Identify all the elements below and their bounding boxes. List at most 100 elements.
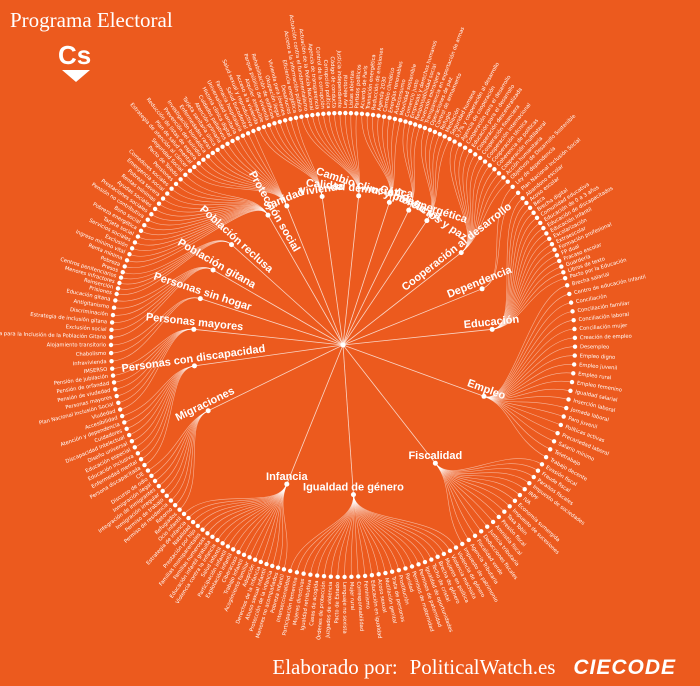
category-link (342, 344, 436, 464)
leaf-label: Empleo rural (578, 371, 612, 381)
leaf-link (353, 494, 438, 557)
leaf-link (435, 463, 463, 545)
category-label: Infancia (266, 471, 308, 483)
leaf-node (555, 430, 560, 436)
leaf-node (288, 116, 293, 122)
leaf-node (328, 574, 334, 579)
leaf-node (210, 150, 215, 156)
leaf-label: Agenda 2030 (377, 76, 388, 111)
leaf-link (129, 209, 269, 257)
leaf-node (343, 110, 348, 116)
leaf-node (200, 527, 205, 532)
leaf-node (108, 350, 114, 356)
leaf-link (158, 203, 269, 216)
leaf-link (147, 410, 209, 471)
leaf-node (462, 145, 468, 150)
leaf-node (453, 545, 459, 550)
leaf-node (110, 373, 116, 378)
category-link (212, 269, 344, 346)
category-node (386, 199, 392, 205)
leaf-node (460, 541, 465, 547)
leaf-link (179, 410, 209, 510)
leaf-node (138, 457, 144, 462)
leaf-link (353, 494, 406, 569)
leaf-node (429, 557, 434, 562)
leaf-node (452, 139, 457, 144)
leaf-node (337, 110, 343, 116)
leaf-node (527, 481, 532, 486)
leaf-label: Conciliación mujer (579, 322, 628, 332)
leaf-node (230, 138, 235, 144)
leaf-label: Creación de empleo (580, 333, 632, 342)
leaf-link (483, 396, 551, 450)
leaf-node (186, 515, 191, 521)
leaf-node (551, 439, 557, 444)
leaf-node (496, 514, 502, 520)
category-link (321, 196, 344, 346)
leaf-node (387, 115, 392, 120)
leaf-node (552, 247, 557, 252)
leaf-node (127, 252, 132, 257)
category-link (342, 344, 354, 495)
leaf-node (113, 298, 118, 303)
leaf-link (122, 240, 232, 275)
leaf-link (461, 181, 508, 253)
leaf-node (181, 511, 187, 517)
leaf-link (166, 410, 209, 497)
leaf-link (492, 207, 531, 330)
leaf-node (117, 280, 122, 286)
leaf-link (492, 202, 527, 330)
leaf-node (195, 523, 200, 529)
leaf-node (389, 569, 395, 574)
leaf-label: Código de conducta (329, 56, 338, 108)
leaf-label: Justicia independiente (336, 49, 343, 108)
leaf-node (570, 309, 575, 314)
leaf-label: Alojamiento transitorio (47, 343, 106, 349)
category-link (286, 205, 344, 346)
leaf-link (170, 410, 209, 501)
leaf-node (119, 413, 125, 419)
leaf-link (117, 241, 232, 290)
leaf-node (558, 422, 564, 428)
leaf-link (118, 329, 194, 404)
leaf-node (479, 529, 484, 534)
leaf-label: Casas de acogida (309, 580, 320, 626)
leaf-node (145, 217, 150, 222)
leaf-node (183, 172, 188, 177)
leaf-node (258, 559, 264, 565)
leaf-link (111, 267, 214, 338)
leaf-link (483, 346, 575, 398)
category-node (229, 242, 235, 248)
leaf-node (114, 291, 119, 297)
leaf-node (527, 205, 533, 211)
leaf-node (321, 111, 326, 117)
leaf-node (160, 196, 166, 201)
leaf-node (370, 112, 376, 118)
leaf-link (353, 494, 457, 548)
leaf-node (520, 196, 525, 201)
leaf-node (349, 574, 354, 580)
leaf-node (417, 123, 423, 129)
leaf-node (310, 112, 315, 118)
leaf-node (457, 142, 463, 147)
leaf-link (131, 209, 269, 251)
leaf-node (441, 551, 447, 557)
leaf-link (310, 494, 354, 575)
leaf-node (168, 498, 174, 503)
leaf-link (151, 206, 269, 221)
leaf-node (301, 571, 306, 576)
leaf-link (137, 365, 195, 454)
leaf-link (454, 144, 469, 253)
leaf-link (137, 208, 269, 241)
leaf-node (416, 562, 421, 567)
category-link (342, 202, 390, 346)
leaf-node (510, 184, 515, 189)
leaf-node (568, 300, 574, 305)
leaf-label: Acoso sexual (376, 579, 387, 613)
leaf-link (140, 365, 195, 460)
leaf-link (289, 494, 354, 571)
leaf-node (220, 541, 225, 546)
leaf-node (252, 557, 258, 562)
leaf-node (572, 326, 577, 332)
